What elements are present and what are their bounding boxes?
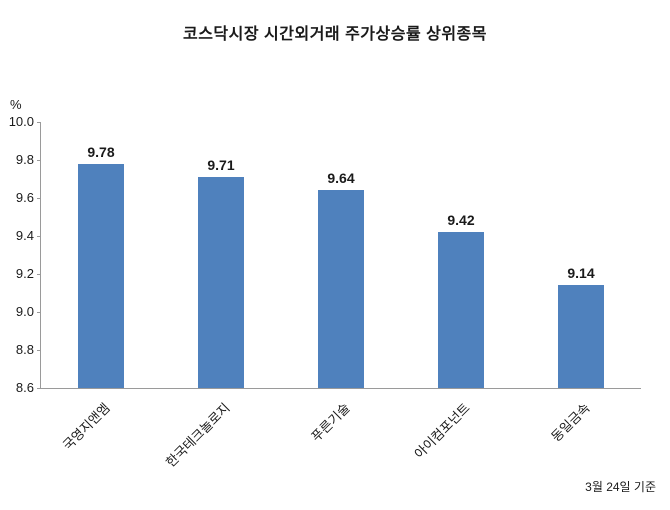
chart-title: 코스닥시장 시간외거래 주가상승률 상위종목 [182,26,488,43]
bar [558,285,604,388]
bar-value-label: 9.14 [567,265,595,282]
y-tick-mark [37,312,41,313]
y-tick-mark [37,198,41,199]
y-tick-label: 8.6 [15,380,34,395]
y-tick-mark [37,350,41,351]
bar-value-label: 9.71 [207,157,235,174]
y-tick-label: 9.6 [15,190,34,205]
y-tick-label: 9.2 [15,266,34,281]
bar [438,232,484,388]
y-tick-mark [37,122,41,123]
x-axis-category-label: 한국테크놀로지 [162,400,233,470]
bar [78,163,124,388]
y-tick-mark [37,236,41,237]
bar [318,190,364,388]
bar-value-label: 9.78 [87,143,115,160]
y-tick-label: 9.8 [15,152,34,167]
y-tick-mark [37,160,41,161]
y-axis-unit-label: % [10,97,22,112]
bar-value-label: 9.42 [447,212,475,229]
y-tick-label: 9.0 [15,304,34,319]
y-tick-label: 10.0 [8,114,34,129]
bar [198,177,244,388]
x-axis-category-label: 푸른기술 [308,400,353,445]
plot-area: 9.78 9.71 9.64 9.42 9.14 [40,122,641,389]
y-tick-label: 9.4 [15,228,34,243]
y-tick-mark [37,388,41,389]
date-annotation: 3월 24일 기준 [585,480,656,494]
x-axis-category-label: 국영지앤엠 [59,400,113,454]
y-tick-label: 8.8 [15,342,34,357]
y-tick-mark [37,274,41,275]
x-axis-category-label: 동일금속 [548,400,593,445]
bar-value-label: 9.64 [327,170,355,187]
x-axis-category-label: 아이컴포넌트 [411,400,473,462]
